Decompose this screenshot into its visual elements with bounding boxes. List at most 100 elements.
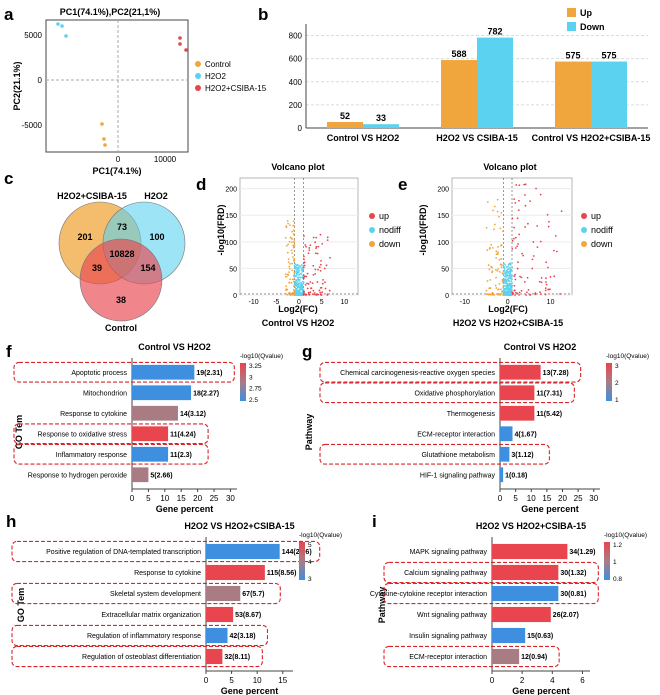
volcano-e-point-up	[549, 276, 552, 278]
volcano-e-point-up	[514, 294, 516, 296]
volcano-d-ytick: 0	[233, 293, 237, 300]
volcano-e-point-down	[495, 256, 498, 259]
volcano-d-point-down	[293, 239, 296, 241]
volcano-d-point-down	[290, 241, 293, 244]
enrich-h-category: Positive regulation of DNA-templated tra…	[46, 549, 201, 556]
volcano-e-point-down	[502, 230, 504, 233]
volcano-e-point-down	[496, 253, 498, 255]
enrich-h-highlight-box	[11, 624, 269, 647]
volcano-e-ytick: 50	[441, 266, 449, 273]
volcano-e-point-down	[488, 247, 491, 250]
volcano-d-legend-nodiff-marker	[369, 227, 375, 233]
volcano-d-legend-nodiff: nodiff	[379, 225, 401, 235]
pca-legend-treated-marker	[195, 85, 201, 91]
enrich-g-legend-title: -log10(Qvalue)	[606, 353, 649, 360]
panel-i: i Pathway H2O2 VS H2O2+CSIBA-15 0 2 4 6 Gene …	[370, 512, 647, 695]
enrich-f-highlight-box	[13, 443, 209, 465]
volcano-e-point-down	[497, 251, 500, 254]
volcano-e-point-up	[531, 267, 534, 270]
volcano-d-point-down	[292, 229, 295, 232]
volcano-e-point-down	[502, 264, 505, 267]
volcano-e-point-nodiff	[509, 271, 512, 274]
enrich-h-highlight-box	[11, 540, 321, 563]
volcano-e-point-up	[546, 213, 549, 216]
enrich-f-bar	[132, 405, 178, 421]
volcano-d-point-up	[302, 276, 305, 279]
volcano-d-point-nodiff	[299, 265, 302, 268]
volcano-e-point-down	[498, 283, 501, 285]
bar-b-ytick: 400	[289, 78, 303, 87]
volcano-d-point-up	[312, 236, 315, 239]
pca-ylabel: PC2(21.1%)	[12, 61, 22, 110]
enrich-h-legend-title: -log10(Qvalue)	[299, 532, 342, 539]
volcano-e-point-up	[514, 247, 517, 249]
enrich-f-category: Mitochondrion	[83, 390, 127, 397]
volcano-e-point-nodiff	[507, 293, 510, 296]
volcano-d-point-down	[288, 281, 291, 284]
volcano-d-point-nodiff	[297, 292, 300, 294]
volcano-d-point-nodiff	[296, 285, 298, 287]
volcano-e-point-down	[501, 278, 504, 281]
pca-legend-treated: H2O2+CSIBA-15	[205, 84, 267, 93]
volcano-e-point-nodiff	[509, 276, 512, 279]
volcano-d-point-up	[302, 290, 305, 293]
volcano-d-point-up	[326, 236, 329, 239]
enrich-f-bar	[132, 467, 149, 483]
volcano-d-ytick: 100	[225, 240, 237, 247]
enrich-g-xlabel: Gene percent	[521, 504, 579, 514]
volcano-d-point-up	[303, 258, 305, 261]
volcano-e-point-down	[494, 284, 497, 287]
enrich-f-xtick: 15	[177, 494, 186, 503]
volcano-e-point-up	[517, 243, 519, 245]
volcano-e-point-nodiff	[504, 275, 507, 278]
volcano-d-point-up	[308, 293, 311, 296]
volcano-e-point-up	[518, 233, 521, 236]
volcano-d-point-down	[288, 265, 291, 268]
volcano-d-point-nodiff	[298, 282, 301, 284]
volcano-d-point-down	[284, 236, 287, 239]
volcano-d-point-up	[319, 263, 322, 266]
volcano-d-ytick: 50	[229, 266, 237, 273]
volcano-e-point-up	[545, 261, 548, 264]
volcano-e-point-up	[524, 226, 527, 228]
volcano-d-point-nodiff	[298, 269, 301, 272]
volcano-e-point-up	[517, 261, 519, 264]
enrich-f-xlabel: Gene percent	[156, 504, 214, 514]
volcano-e-point-up	[516, 292, 519, 295]
pca-legend-control: Control	[205, 60, 231, 69]
volcano-d-point-nodiff	[294, 263, 297, 266]
enrich-i-bar	[492, 606, 551, 623]
enrich-i-legend-tick: 1.2	[613, 542, 622, 549]
volcano-d-point-nodiff	[302, 282, 305, 285]
volcano-d-point-nodiff	[298, 279, 300, 282]
volcano-e-point-up	[513, 275, 516, 278]
enrich-h-category: Regulation of osteoblast differentiation	[82, 654, 201, 661]
volcano-e-point-down	[490, 243, 493, 246]
volcano-e-point-down	[494, 269, 497, 271]
enrich-f-category: Response to hydrogen peroxide	[28, 472, 127, 479]
volcano-e-point-down	[489, 293, 492, 296]
volcano-d-point-nodiff	[300, 293, 302, 296]
volcano-d-point-nodiff	[295, 291, 298, 294]
enrich-g-bar	[500, 385, 535, 401]
volcano-d-point-up	[319, 233, 322, 236]
volcano-e-point-up	[511, 239, 514, 242]
enrich-g-bar	[500, 364, 541, 380]
volcano-d-point-down	[287, 258, 290, 261]
volcano-e-point-up	[521, 252, 523, 255]
enrich-g-category: HIF-1 signaling pathway	[420, 472, 496, 479]
enrich-h-xtick: 5	[229, 676, 234, 685]
volcano-d-point-down	[291, 278, 294, 281]
volcano-e-point-up	[511, 247, 514, 250]
volcano-plot-d: 0 50 100 150 200 -10 -5 0 5 10	[225, 177, 359, 306]
volcano-e-point-down	[486, 201, 489, 203]
volcano-e-point-down	[492, 209, 494, 212]
bar-b-up	[555, 61, 591, 128]
enrich-f-legend-tick: 3.25	[249, 363, 262, 370]
volcano-e-point-up	[512, 292, 515, 295]
venn-count-ab: 73	[117, 222, 127, 232]
volcano-e-point-down	[493, 228, 495, 231]
panel-c: c H2O2+CSIBA-15 H2O2 Control 201 100 38 …	[4, 169, 186, 333]
volcano-d-point-up	[326, 239, 329, 242]
enrich-f-xtick: 0	[130, 494, 135, 503]
